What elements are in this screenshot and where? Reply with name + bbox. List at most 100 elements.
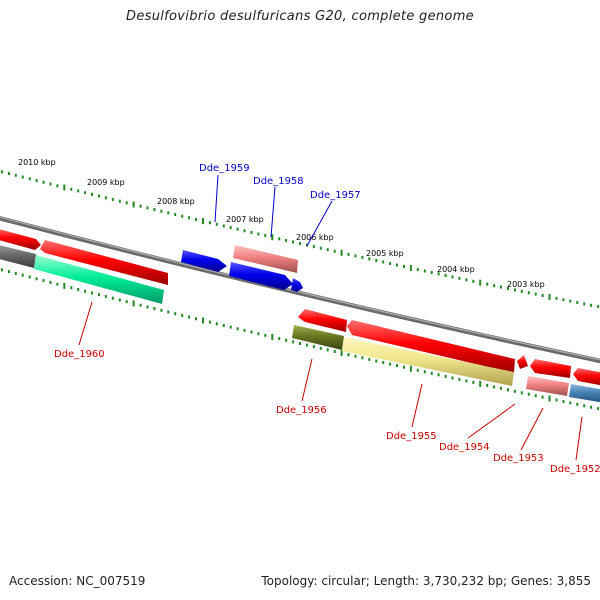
tick-minor xyxy=(444,374,447,378)
gene-label[interactable]: Dde_1958 xyxy=(253,176,304,187)
tick-minor xyxy=(111,198,114,201)
gene-arrow[interactable] xyxy=(0,228,41,250)
gene-box[interactable] xyxy=(569,384,600,403)
tick-minor xyxy=(174,213,177,216)
tick-minor xyxy=(70,187,73,191)
tick-minor xyxy=(354,254,357,258)
gene-arrow[interactable] xyxy=(229,262,293,290)
tick-minor xyxy=(229,325,232,329)
tick-minor xyxy=(396,364,398,368)
gene-arrow[interactable] xyxy=(530,359,571,378)
gene-box[interactable] xyxy=(0,244,36,268)
tick-minor xyxy=(562,400,565,403)
tick-minor xyxy=(382,361,385,364)
tick-minor xyxy=(257,332,260,336)
gene-label[interactable]: Dde_1957 xyxy=(310,190,361,201)
tick-minor xyxy=(56,282,59,286)
gene-label[interactable]: Dde_1959 xyxy=(199,163,250,174)
tick-minor xyxy=(195,218,197,221)
gene-arrow[interactable] xyxy=(573,368,600,386)
gene-arrow[interactable] xyxy=(517,355,528,369)
tick-minor xyxy=(368,357,371,361)
leader-lines xyxy=(78,174,583,461)
gene-arrow[interactable] xyxy=(298,309,347,332)
gene-box[interactable] xyxy=(233,245,298,273)
tick-minor xyxy=(451,275,454,279)
tick-minor xyxy=(181,214,184,218)
tick-minor xyxy=(299,342,301,345)
tick-minor xyxy=(0,170,3,174)
tick-minor xyxy=(195,317,197,321)
tick-minor xyxy=(21,273,24,277)
gene-box[interactable] xyxy=(342,337,514,386)
ruler-label: 2008 kbp xyxy=(157,197,195,206)
gene-box[interactable] xyxy=(526,376,569,396)
tick-minor xyxy=(305,243,308,247)
tick-minor xyxy=(430,371,433,375)
leader-line xyxy=(467,403,516,439)
tick-major xyxy=(479,279,482,286)
tick-minor xyxy=(416,368,419,372)
gene-box[interactable] xyxy=(292,325,344,350)
tick-minor xyxy=(541,294,544,297)
tick-minor xyxy=(153,208,156,211)
tick-minor xyxy=(347,252,350,256)
gene-label[interactable]: Dde_1960 xyxy=(54,349,105,360)
tick-minor xyxy=(361,356,364,360)
tick-minor xyxy=(264,234,267,238)
leader-line xyxy=(78,301,93,346)
ruler-label: 2010 kbp xyxy=(18,158,56,167)
gene-arrow[interactable] xyxy=(291,278,303,292)
tick-minor xyxy=(597,305,600,309)
tick-minor xyxy=(278,337,281,341)
tick-minor xyxy=(98,293,100,297)
tick-minor xyxy=(347,353,350,357)
tick-minor xyxy=(146,206,149,210)
ruler-label: 2004 kbp xyxy=(437,265,475,274)
tick-major xyxy=(409,265,412,271)
tick-minor xyxy=(35,277,38,281)
accession-text: Accession: NC_007519 xyxy=(9,574,146,588)
gene-label[interactable]: Dde_1952 xyxy=(550,464,600,475)
tick-row-inner xyxy=(0,268,600,411)
leader-line xyxy=(411,383,423,428)
tick-minor xyxy=(382,260,385,264)
gene-box[interactable] xyxy=(34,255,164,304)
genome-backbone-highlight xyxy=(0,216,600,361)
tick-minor xyxy=(208,221,211,225)
leader-line xyxy=(301,358,313,402)
tick-minor xyxy=(507,287,509,290)
tick-minor xyxy=(104,295,107,298)
tick-minor xyxy=(368,257,371,261)
gene-arrow[interactable] xyxy=(181,250,227,272)
gene-label[interactable]: Dde_1955 xyxy=(386,431,437,442)
tick-minor xyxy=(375,359,378,363)
tick-minor xyxy=(104,196,107,200)
gene-label[interactable]: Dde_1953 xyxy=(493,453,544,464)
gene-arrow[interactable] xyxy=(40,240,168,285)
tick-minor xyxy=(250,330,253,334)
tick-minor xyxy=(326,348,329,352)
gene-arrow[interactable] xyxy=(347,320,515,373)
tick-minor xyxy=(91,192,93,196)
tick-minor xyxy=(555,296,558,300)
tick-minor xyxy=(319,246,322,250)
tick-minor xyxy=(77,288,80,291)
gene-label[interactable]: Dde_1956 xyxy=(276,405,327,416)
tick-minor xyxy=(167,310,170,314)
tick-minor xyxy=(292,340,295,344)
gene-label[interactable]: Dde_1954 xyxy=(439,442,490,453)
tick-minor xyxy=(292,240,295,244)
tick-minor xyxy=(583,404,586,408)
tick-minor xyxy=(160,209,163,213)
tick-major xyxy=(548,293,551,300)
tick-minor xyxy=(243,229,246,233)
tick-minor xyxy=(160,308,163,312)
tick-minor xyxy=(375,259,378,262)
tick-minor xyxy=(520,289,523,293)
tick-major xyxy=(132,201,135,208)
tick-minor xyxy=(222,324,225,327)
tick-minor xyxy=(403,265,405,268)
tick-minor xyxy=(84,191,87,195)
tick-minor xyxy=(416,268,419,271)
